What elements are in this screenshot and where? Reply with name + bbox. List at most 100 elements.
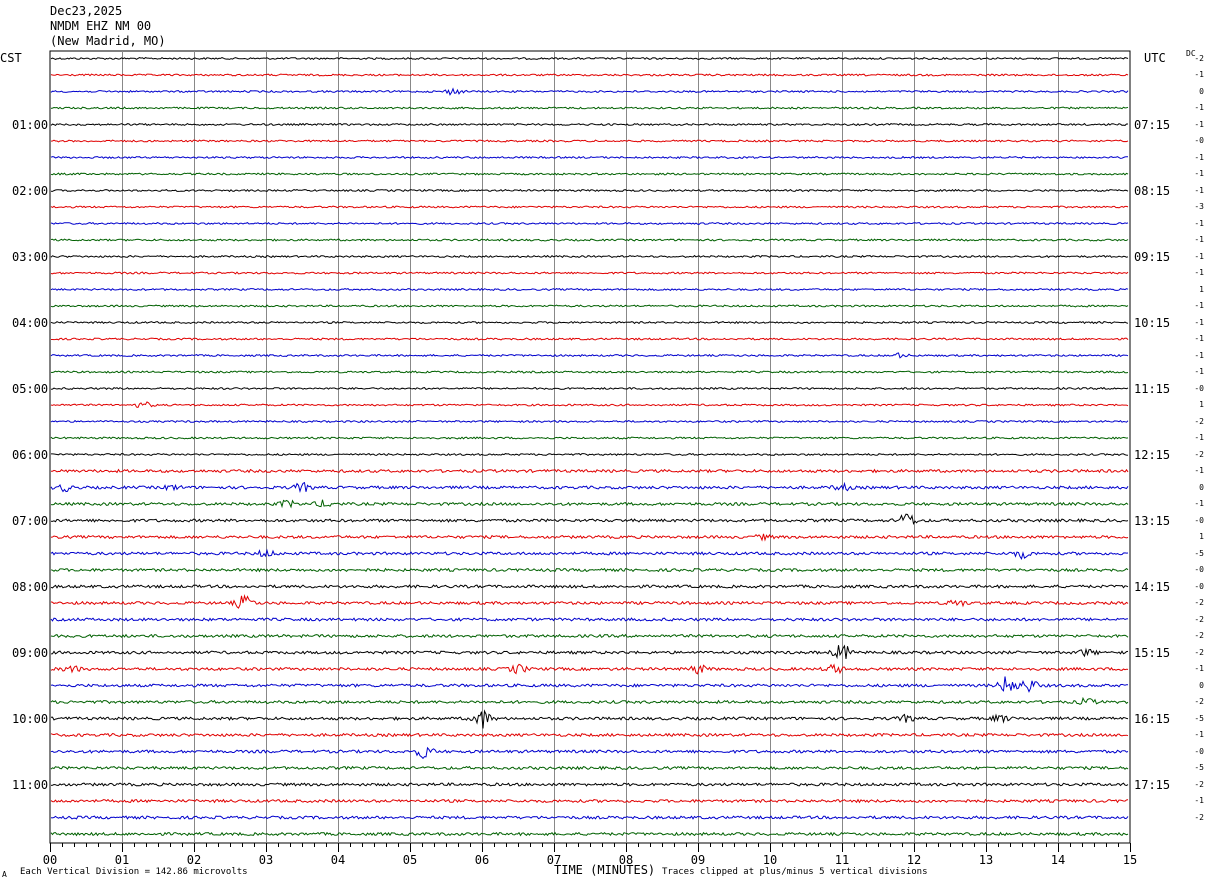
dc-label: DC xyxy=(1186,49,1196,58)
logo-mark: A xyxy=(2,870,7,879)
dc-offset-value: -1 xyxy=(1194,796,1204,805)
right-timezone-label: UTC xyxy=(1144,51,1166,65)
dc-offset-value: -1 xyxy=(1194,367,1204,376)
x-tick-label: 11 xyxy=(834,853,850,867)
trace-43 xyxy=(50,746,1129,760)
dc-offset-value: -1 xyxy=(1194,317,1204,327)
cst-hour-label: 02:00 xyxy=(12,183,49,198)
trace-44 xyxy=(50,765,1129,771)
trace-18 xyxy=(51,337,1129,341)
dc-offset-value: -0 xyxy=(1194,515,1204,525)
x-tick-label: 03 xyxy=(258,853,274,867)
dc-offset-value: -1 xyxy=(1194,119,1204,129)
location-label: (New Madrid, MO) xyxy=(50,34,166,48)
dc-offset-value: -1 xyxy=(1194,730,1204,739)
utc-hour-label: 16:15 xyxy=(1134,711,1171,726)
dc-offset-value: -1 xyxy=(1194,169,1204,178)
dc-offset-value: -2 xyxy=(1194,416,1204,426)
trace-19 xyxy=(50,352,1129,359)
x-tick-label: 04 xyxy=(330,853,346,867)
utc-hour-label: 07:15 xyxy=(1134,117,1171,132)
trace-8 xyxy=(50,172,1129,176)
x-tick-label: 01 xyxy=(114,853,130,867)
trace-7 xyxy=(50,155,1129,160)
trace-13 xyxy=(50,254,1129,259)
x-tick-label: 14 xyxy=(1050,853,1066,867)
utc-hour-label: 10:15 xyxy=(1134,315,1171,330)
x-tick-label: 08 xyxy=(618,853,634,867)
x-tick-label: 02 xyxy=(186,853,202,867)
trace-6 xyxy=(50,139,1129,143)
trace-12 xyxy=(50,238,1129,242)
x-tick-label: 06 xyxy=(474,853,490,867)
dc-offset-value: -1 xyxy=(1194,103,1204,112)
dc-offset-value: -2 xyxy=(1194,779,1204,789)
dc-offset-value: 0 xyxy=(1199,482,1204,492)
dc-offset-value: -5 xyxy=(1194,763,1204,772)
dc-offset-value: -1 xyxy=(1194,499,1204,508)
trace-28 xyxy=(50,499,1129,509)
trace-25 xyxy=(51,452,1129,457)
x-tick-label: 07 xyxy=(546,853,562,867)
utc-hour-label: 15:15 xyxy=(1134,645,1171,660)
station-label: NMDM EHZ NM 00 xyxy=(50,19,152,33)
trace-14 xyxy=(50,271,1129,275)
dc-offset-value: -1 xyxy=(1194,433,1204,442)
dc-offset-value: -1 xyxy=(1194,268,1204,277)
trace-40 xyxy=(50,696,1129,705)
trace-45 xyxy=(50,782,1129,787)
dc-offset-value: -1 xyxy=(1194,350,1204,360)
trace-48 xyxy=(50,831,1129,837)
cst-hour-label: 05:00 xyxy=(12,381,49,396)
trace-32 xyxy=(50,567,1129,573)
dc-offset-value: -0 xyxy=(1194,581,1204,591)
cst-hour-label: 08:00 xyxy=(12,579,49,594)
x-tick-label: 12 xyxy=(906,853,922,867)
cst-hour-label: 11:00 xyxy=(12,777,49,792)
trace-23 xyxy=(50,419,1129,424)
trace-2 xyxy=(50,73,1129,77)
trace-26 xyxy=(51,468,1129,474)
x-tick-label: 13 xyxy=(978,853,994,867)
trace-3 xyxy=(50,87,1129,96)
dc-offset-value: -1 xyxy=(1194,218,1204,228)
x-tick-label: 09 xyxy=(690,853,706,867)
x-axis-label: TIME (MINUTES) xyxy=(554,863,656,877)
trace-4 xyxy=(50,106,1129,110)
utc-hour-label: 09:15 xyxy=(1134,249,1171,264)
trace-33 xyxy=(50,584,1129,589)
dc-offset-value: -0 xyxy=(1194,746,1204,756)
utc-hour-label: 14:15 xyxy=(1134,579,1171,594)
dc-offset-value: -1 xyxy=(1194,185,1204,195)
cst-hour-label: 09:00 xyxy=(12,645,49,660)
dc-offset-value: -2 xyxy=(1194,812,1204,822)
dc-offset-value: -0 xyxy=(1194,565,1204,574)
plot-header: Dec23,2025 NMDM EHZ NM 00 (New Madrid, M… xyxy=(50,4,166,49)
trace-35 xyxy=(50,617,1129,622)
dc-offset-value: 1 xyxy=(1199,284,1204,294)
dc-offset-value: -3 xyxy=(1194,202,1204,211)
utc-hour-label: 11:15 xyxy=(1134,381,1171,396)
x-tick-label: 15 xyxy=(1122,853,1138,867)
dc-offset-value: -0 xyxy=(1194,383,1204,393)
dc-offset-value: 1 xyxy=(1199,532,1204,541)
cst-hour-label: 06:00 xyxy=(12,447,49,462)
dc-offset-value: -1 xyxy=(1194,70,1204,79)
dc-offset-value: -2 xyxy=(1194,614,1204,624)
dc-offset-value: 0 xyxy=(1199,680,1204,690)
trace-42 xyxy=(50,732,1129,738)
dc-offset-value: -1 xyxy=(1194,152,1204,162)
dc-offset-value: -5 xyxy=(1194,548,1204,558)
vertical-division-note: Each Vertical Division = 142.86 microvol… xyxy=(20,867,248,877)
dc-offset-value: -2 xyxy=(1194,53,1204,63)
trace-37 xyxy=(50,644,1129,660)
dc-offset-value: -2 xyxy=(1194,631,1204,640)
dc-offset-value: -1 xyxy=(1194,466,1204,475)
trace-30 xyxy=(50,533,1129,542)
utc-hour-label: 17:15 xyxy=(1134,777,1171,792)
trace-31 xyxy=(50,548,1129,561)
dc-offset-value: -1 xyxy=(1194,251,1204,261)
trace-20 xyxy=(50,370,1129,374)
x-tick-label: 10 xyxy=(762,853,778,867)
